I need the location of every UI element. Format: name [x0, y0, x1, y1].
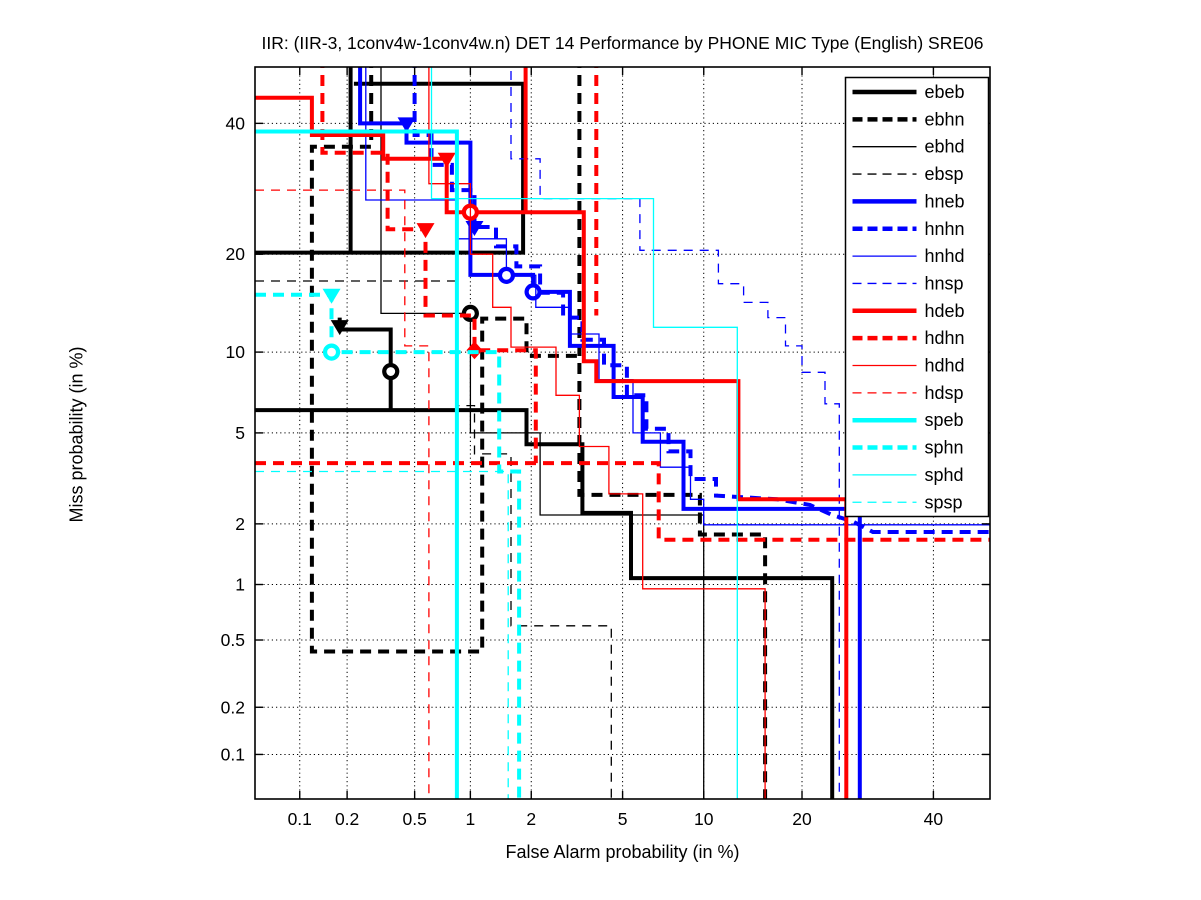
legend-label: ebsp [925, 164, 964, 184]
legend-entry-ebhn: ebhn [852, 109, 965, 129]
x-tick-label: 20 [792, 809, 812, 829]
marker-triangle-down [437, 152, 456, 168]
y-tick-label: 5 [235, 423, 245, 443]
legend-entry-hdsp: hdsp [852, 383, 964, 403]
legend-box [844, 76, 990, 518]
legend-label: speb [925, 410, 964, 430]
x-tick-label: 40 [924, 809, 944, 829]
legend-label: hnhn [925, 219, 965, 239]
legend: ebeb ebhn ebhd ebsp hneb hnhn hnhd hnsp hdeb hdhn… [844, 76, 990, 518]
y-tick-label: 0.2 [221, 697, 245, 717]
legend-entry-speb: speb [852, 410, 964, 430]
legend-label: hdhd [925, 356, 965, 376]
curve-ebhd [380, 67, 705, 799]
curve-path-ebeb [255, 81, 526, 255]
marker-circle [461, 304, 479, 323]
curve-hdhd [428, 67, 766, 799]
curve-spsp [255, 470, 509, 799]
curve-path-speb [255, 129, 459, 799]
curves [255, 67, 990, 799]
x-tick-label: 2 [526, 809, 536, 829]
legend-label: ebeb [925, 82, 965, 102]
legend-entry-hdeb: hdeb [852, 301, 965, 321]
y-tick-label: 10 [226, 342, 246, 362]
marker-triangle-down [416, 223, 435, 239]
curve-path-hdhn [320, 67, 538, 464]
x-tick-label: 0.1 [288, 809, 312, 829]
marker-circle [497, 266, 516, 284]
legend-entry-hdhn: hdhn [852, 328, 965, 348]
legend-label: hdeb [925, 301, 965, 321]
legend-entry-hnhd: hnhd [852, 246, 965, 266]
legend-entry-spsp: spsp [852, 492, 963, 512]
curve-path-sphd [430, 67, 738, 799]
y-axis-label: Miss probability (in %) [66, 346, 87, 523]
y-tick-label: 0.1 [221, 744, 245, 764]
y-tick-label: 0.5 [221, 630, 245, 650]
y-tick-label: 40 [226, 113, 246, 133]
y-tick-label: 2 [235, 514, 245, 534]
marker-circle [322, 343, 341, 361]
legend-label: hnhd [925, 246, 965, 266]
legend-label: hdsp [925, 383, 964, 403]
legend-entry-sphd: sphd [852, 465, 964, 485]
curve-path-hdsp [255, 189, 430, 799]
legend-entry-sphn: sphn [852, 438, 964, 458]
legend-label: hneb [925, 191, 965, 211]
legend-label: ebhn [925, 109, 965, 129]
curve-path-hdeb [255, 95, 849, 799]
legend-label: hnsp [925, 273, 964, 293]
legend-label: ebhd [925, 137, 965, 157]
marker-triangle-down [322, 288, 341, 304]
curve-sphd [430, 67, 738, 799]
curve-speb [255, 129, 459, 799]
curve-sphn [255, 288, 522, 799]
marker-circle [382, 362, 400, 381]
curve-path-spsp [255, 470, 509, 799]
axes: 0.1 0.2 0.5 1 2 5 10 20 40 0.1 0.2 0.5 1 2 5 10 20 40 [221, 66, 991, 829]
legend-entry-hdhd: hdhd [852, 356, 965, 376]
curve-hnhd [365, 67, 990, 526]
curve-path-hnhd [365, 67, 990, 526]
curve-hdsp [255, 189, 430, 799]
x-tick-label: 0.5 [402, 809, 426, 829]
x-tick-label: 0.2 [335, 809, 359, 829]
curve-path-ebhn [309, 67, 580, 654]
legend-entry-hnhn: hnhn [852, 219, 965, 239]
curve-hdeb [255, 67, 849, 799]
legend-label: hdhn [925, 328, 965, 348]
marker-triangle-down [330, 320, 349, 336]
y-tick-label: 20 [226, 244, 246, 264]
x-axis-label: False Alarm probability (in %) [505, 842, 740, 862]
legend-entry-hnsp: hnsp [852, 273, 964, 293]
marker-triangle-down [397, 117, 416, 133]
curve-path-ebhd [380, 67, 705, 799]
legend-label: sphn [925, 438, 964, 458]
curve-path-hnsp [510, 67, 840, 799]
legend-label: spsp [925, 492, 963, 512]
x-tick-label: 10 [694, 809, 714, 829]
curve-path-hdhd [428, 67, 766, 799]
legend-entry-ebsp: ebsp [852, 164, 964, 184]
legend-label: sphd [925, 465, 964, 485]
legend-entry-ebeb: ebeb [852, 82, 965, 102]
x-tick-label: 5 [618, 809, 628, 829]
chart-title: IIR: (IIR-3, 1conv4w-1conv4w.n) DET 14 P… [261, 33, 984, 53]
legend-entry-hneb: hneb [852, 191, 965, 211]
y-tick-label: 1 [235, 575, 245, 595]
legend-entry-ebhd: ebhd [852, 137, 965, 157]
x-tick-label: 1 [466, 809, 476, 829]
marker-circle [524, 283, 542, 301]
curve-hnsp [510, 67, 840, 799]
